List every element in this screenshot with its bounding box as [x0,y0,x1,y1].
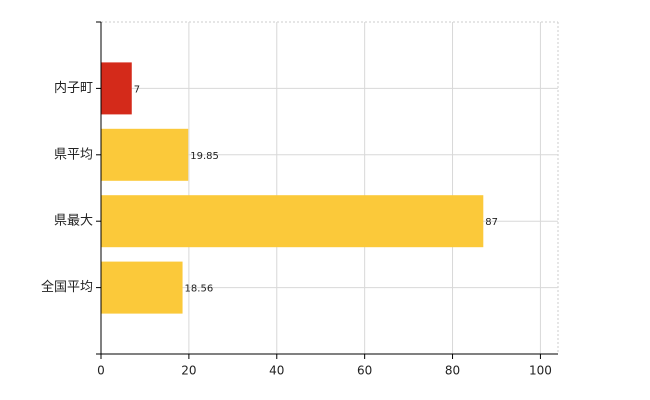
x-tick-label: 60 [357,364,372,378]
x-tick-label: 80 [445,364,460,378]
y-tick-label: 内子町 [54,80,93,96]
bar [101,195,484,248]
x-tick-label: 40 [269,364,284,378]
x-tick-label: 100 [529,364,552,378]
x-tick-label: 20 [181,364,196,378]
y-tick-label: 全国平均 [41,279,93,295]
value-label: 18.56 [185,284,214,295]
y-tick-label: 県最大 [54,214,93,229]
y-tick-label: 県平均 [54,147,93,162]
x-tick-label: 0 [97,364,105,378]
value-label: 7 [134,84,140,95]
bar [101,261,183,314]
bar [101,128,189,181]
bar [101,62,132,115]
value-label: 87 [485,217,498,228]
value-label: 19.85 [190,151,219,162]
